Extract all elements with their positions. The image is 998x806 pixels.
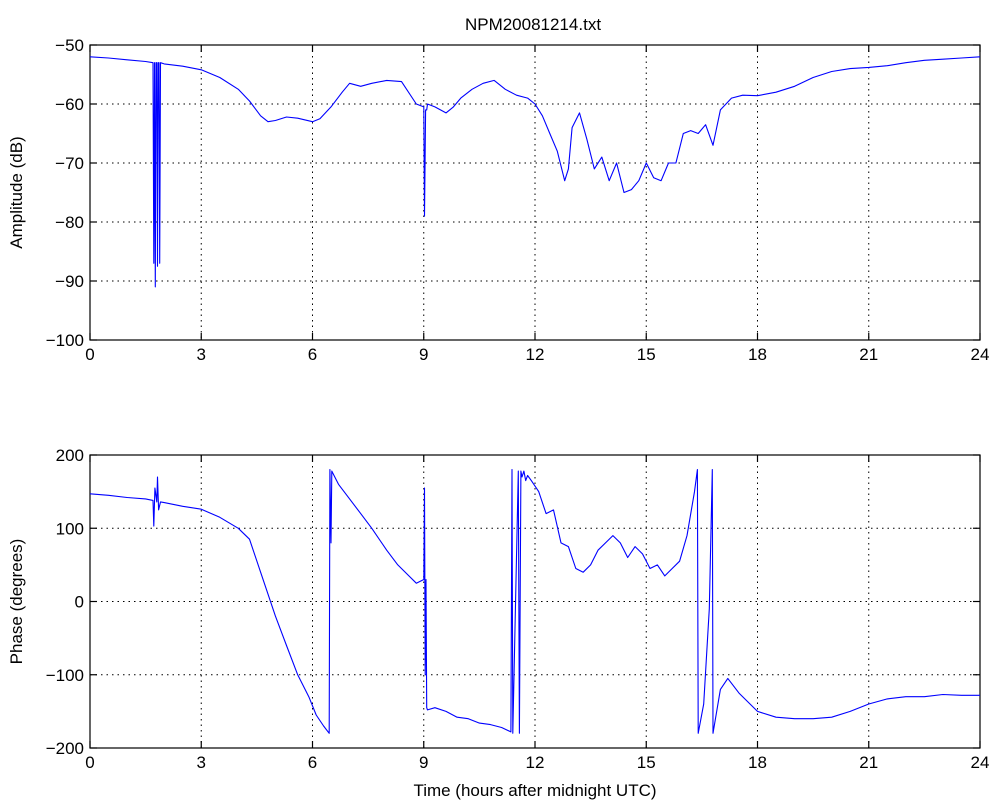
amplitude-panel: 0 3 6 9 12 15 18 21 24 −100 −90 −80 −70 −60 −50 Ampli… bbox=[7, 36, 989, 364]
phase-y-tick-label: 0 bbox=[75, 593, 84, 612]
phase-ticks bbox=[89, 454, 981, 749]
amplitude-y-tick-label: −70 bbox=[55, 154, 84, 173]
amplitude-x-tick-label: 12 bbox=[526, 345, 545, 364]
amplitude-x-tick-label: 15 bbox=[637, 345, 656, 364]
phase-y-axis-label: Phase (degrees) bbox=[7, 539, 26, 665]
amplitude-plot-area bbox=[89, 44, 981, 341]
phase-x-tick-label: 24 bbox=[971, 753, 990, 772]
amplitude-y-tick-label: −100 bbox=[46, 331, 84, 350]
phase-x-tick-label: 0 bbox=[85, 753, 94, 772]
phase-x-tick-label: 6 bbox=[308, 753, 317, 772]
amplitude-x-tick-label: 9 bbox=[419, 345, 428, 364]
amplitude-y-tick-labels: −100 −90 −80 −70 −60 −50 bbox=[46, 36, 84, 350]
phase-x-tick-label: 9 bbox=[419, 753, 428, 772]
amplitude-x-tick-label: 21 bbox=[859, 345, 878, 364]
phase-x-tick-label: 12 bbox=[526, 753, 545, 772]
amplitude-y-tick-label: −90 bbox=[55, 272, 84, 291]
amplitude-y-axis-label: Amplitude (dB) bbox=[7, 136, 26, 248]
phase-y-tick-label: −200 bbox=[46, 739, 84, 758]
phase-x-tick-labels: 0 3 6 9 12 15 18 21 24 bbox=[85, 753, 989, 772]
amplitude-y-tick-label: −80 bbox=[55, 213, 84, 232]
figure-title: NPM20081214.txt bbox=[465, 15, 601, 34]
phase-x-axis-label: Time (hours after midnight UTC) bbox=[413, 781, 656, 800]
amplitude-x-tick-labels: 0 3 6 9 12 15 18 21 24 bbox=[85, 345, 989, 364]
amplitude-x-tick-label: 3 bbox=[197, 345, 206, 364]
phase-x-tick-label: 21 bbox=[859, 753, 878, 772]
amplitude-x-tick-label: 0 bbox=[85, 345, 94, 364]
phase-y-tick-label: 100 bbox=[56, 519, 84, 538]
phase-series-line bbox=[89, 469, 980, 734]
phase-y-tick-labels: −200 −100 0 100 200 bbox=[46, 446, 84, 758]
amplitude-series-line bbox=[89, 56, 981, 288]
amplitude-y-tick-label: −50 bbox=[55, 36, 84, 55]
amplitude-x-tick-label: 18 bbox=[748, 345, 767, 364]
amplitude-ticks bbox=[89, 44, 981, 341]
phase-y-tick-label: −100 bbox=[46, 666, 84, 685]
phase-x-tick-label: 18 bbox=[748, 753, 767, 772]
phase-panel: 0 3 6 9 12 15 18 21 24 −200 −100 0 100 200 Phase (de… bbox=[7, 446, 989, 800]
phase-x-tick-label: 3 bbox=[197, 753, 206, 772]
amplitude-y-tick-label: −60 bbox=[55, 95, 84, 114]
phase-x-tick-label: 15 bbox=[637, 753, 656, 772]
amplitude-x-tick-label: 6 bbox=[308, 345, 317, 364]
phase-y-tick-label: 200 bbox=[56, 446, 84, 465]
amplitude-x-tick-label: 24 bbox=[971, 345, 990, 364]
